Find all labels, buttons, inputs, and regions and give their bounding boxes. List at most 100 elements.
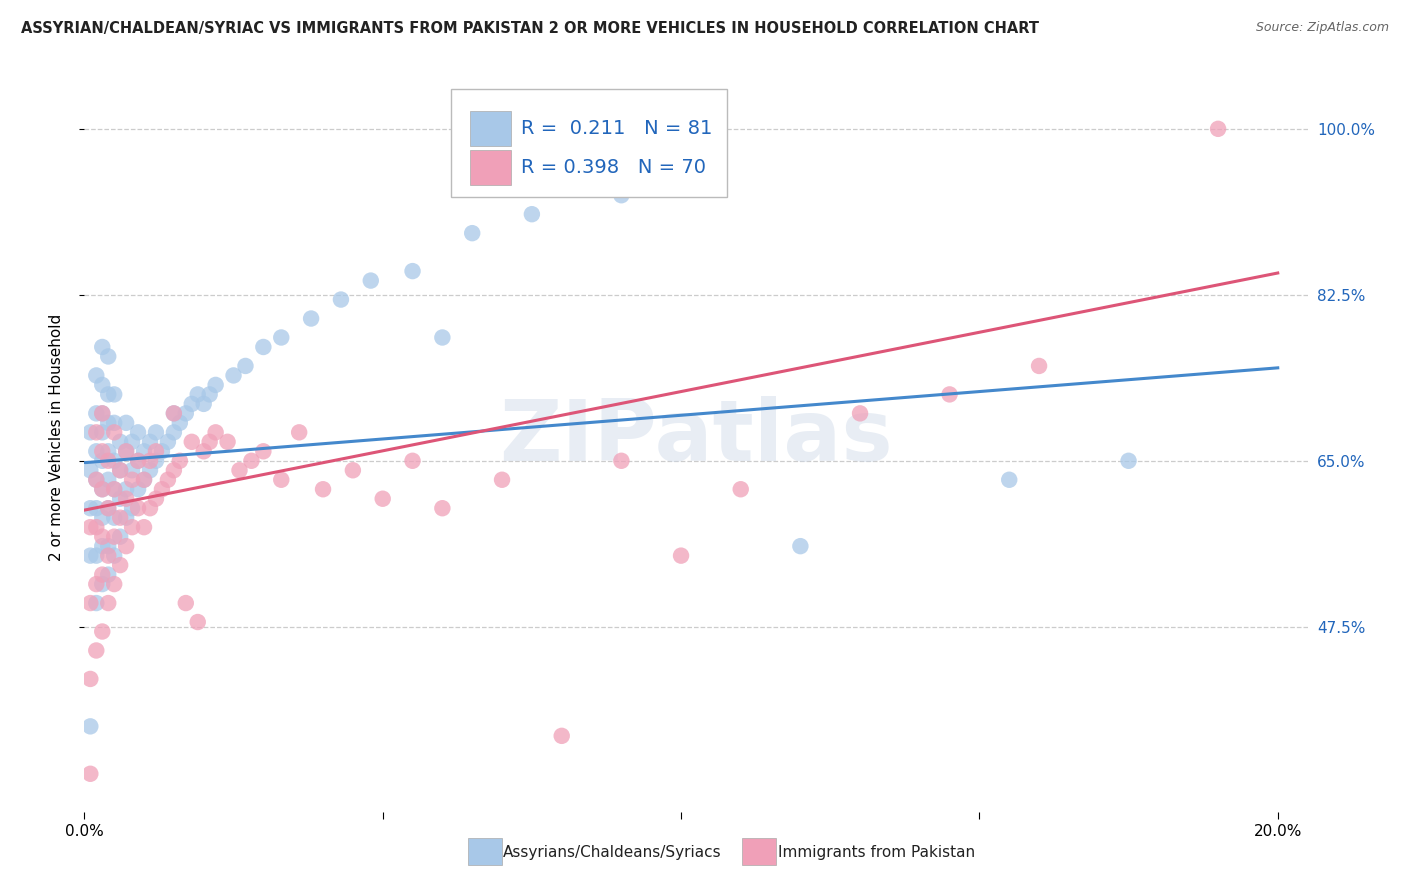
Point [103,510,125,524]
Point [145,454,167,468]
Point [97,387,120,401]
Point [312,482,335,496]
Point [108,491,131,506]
Point [121,501,143,516]
Point [115,444,138,458]
Point [127,501,149,516]
Point [139,501,162,516]
Point [127,482,149,496]
Point [108,530,131,544]
Point [97,444,120,458]
FancyBboxPatch shape [470,112,512,145]
Point [270,330,292,344]
Point [91,624,114,639]
Y-axis label: 2 or more Vehicles in Household: 2 or more Vehicles in Household [49,313,63,561]
Point [84,368,107,383]
Point [84,643,107,657]
Point [84,406,107,420]
Point [115,482,138,496]
Point [222,368,245,383]
Point [91,510,114,524]
Point [174,406,197,420]
Point [432,501,454,516]
Point [97,567,120,582]
Point [103,577,125,591]
Point [204,425,226,440]
Point [91,444,114,458]
Point [103,425,125,440]
Point [132,473,155,487]
Point [84,473,107,487]
Point [79,719,101,733]
Point [91,454,114,468]
Point [145,491,167,506]
Point [103,387,125,401]
Point [730,482,752,496]
Point [187,615,209,629]
Point [91,340,114,354]
Point [329,293,352,307]
Point [115,444,138,458]
Point [127,454,149,468]
Point [1206,121,1229,136]
Point [91,425,114,440]
Point [432,330,454,344]
Point [79,766,101,780]
Point [97,454,120,468]
Text: R = 0.398   N = 70: R = 0.398 N = 70 [522,158,706,177]
Point [97,473,120,487]
Point [79,672,101,686]
Point [288,425,311,440]
Point [97,539,120,553]
Point [150,444,173,458]
Point [91,530,114,544]
Point [520,207,543,221]
Point [97,350,120,364]
Point [91,567,114,582]
Point [163,406,186,420]
Point [669,549,692,563]
Point [180,397,202,411]
Point [121,463,143,477]
Point [108,558,131,573]
Point [121,520,143,534]
Point [342,463,364,477]
Point [252,444,274,458]
Point [79,501,101,516]
Point [180,434,202,449]
Point [91,406,114,420]
Point [789,539,811,553]
Point [84,444,107,458]
Point [108,434,131,449]
Point [169,416,191,430]
Point [127,425,149,440]
Point [551,729,574,743]
Point [115,539,138,553]
Point [198,434,221,449]
Point [84,473,107,487]
FancyBboxPatch shape [451,88,727,197]
Point [849,406,872,420]
Text: Immigrants from Pakistan: Immigrants from Pakistan [778,846,974,860]
Point [187,387,209,401]
Point [97,596,120,610]
Point [240,454,263,468]
Point [156,434,179,449]
Point [299,311,322,326]
Point [108,510,131,524]
Point [270,473,292,487]
Point [97,501,120,516]
Text: ASSYRIAN/CHALDEAN/SYRIAC VS IMMIGRANTS FROM PAKISTAN 2 OR MORE VEHICLES IN HOUSE: ASSYRIAN/CHALDEAN/SYRIAC VS IMMIGRANTS F… [21,21,1039,36]
Point [103,454,125,468]
Text: R =  0.211   N = 81: R = 0.211 N = 81 [522,119,713,138]
Point [108,463,131,477]
Point [132,520,155,534]
Point [139,454,162,468]
Point [252,340,274,354]
Point [360,274,382,288]
Point [228,463,250,477]
Point [121,434,143,449]
Point [103,416,125,430]
Point [115,491,138,506]
Point [1028,359,1050,373]
